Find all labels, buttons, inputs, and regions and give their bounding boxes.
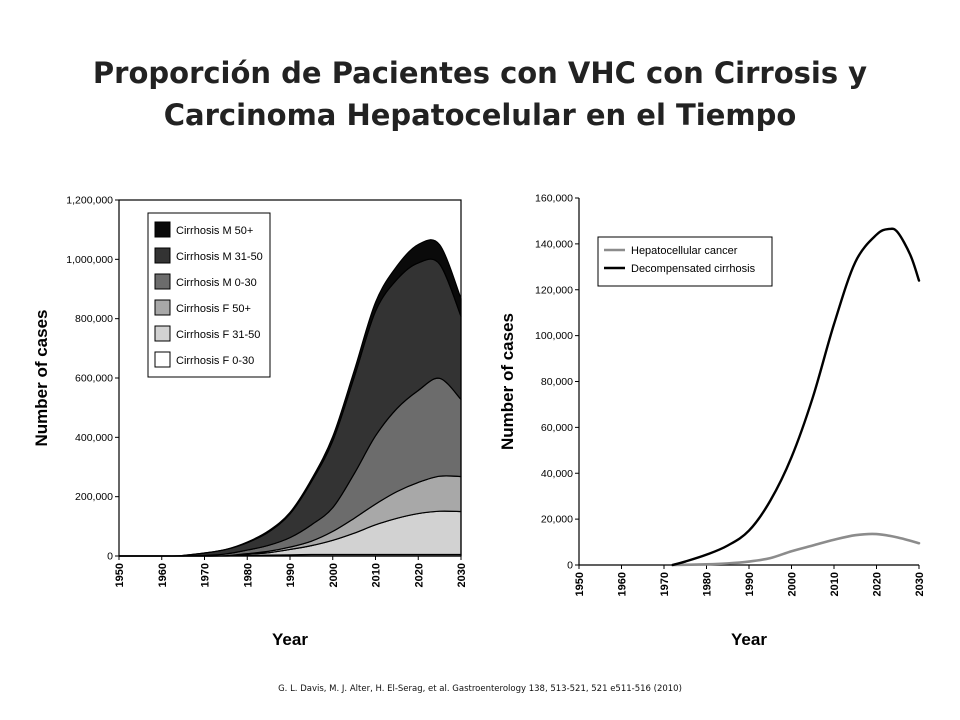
legend-label: Decompensated cirrhosis (631, 263, 756, 275)
y-tick-label: 20,000 (541, 514, 573, 526)
y-tick-label: 1,000,000 (66, 254, 113, 266)
legend-label: Cirrhosis F 0-30 (176, 355, 254, 367)
x-tick-label: 1960 (157, 563, 169, 587)
legend-label: Hepatocellular cancer (631, 245, 738, 257)
y-tick-label: 600,000 (75, 373, 113, 385)
y-axis-title: Number of cases (32, 310, 51, 447)
legend-swatch (154, 351, 171, 368)
y-tick-label: 400,000 (75, 432, 113, 444)
x-axis-title: Year (272, 630, 308, 649)
y-tick-label: 200,000 (75, 491, 113, 503)
legend-label: Cirrhosis F 31-50 (176, 329, 260, 341)
x-tick-label: 2000 (787, 572, 799, 596)
legend: Hepatocellular cancer Decompensated cirrh… (597, 236, 773, 287)
hcc-decompensated-line-chart: 0 20,000 40,000 60,000 80,000 100,000 120,000 1… (498, 193, 926, 650)
x-tick-label: 2010 (829, 572, 841, 596)
y-tick-label: 0 (107, 551, 113, 563)
legend: Cirrhosis M 50+ Cirrhosis M 31-50 Cirrhosi… (147, 212, 271, 378)
x-tick-label: 1960 (617, 572, 629, 596)
y-tick-label: 800,000 (75, 313, 113, 325)
y-axis-title: Number of cases (498, 313, 517, 450)
series-line-decompensated-cirrhosis (671, 227, 921, 567)
legend-label: Cirrhosis M 31-50 (176, 251, 263, 263)
x-tick-label: 2020 (413, 563, 425, 587)
x-tick-label: 2010 (371, 563, 383, 587)
y-tick-label: 80,000 (541, 376, 573, 388)
legend-label: Cirrhosis M 50+ (176, 225, 253, 237)
slide-title-line-1: Proporción de Pacientes con VHC con Cirr… (92, 56, 868, 90)
x-axis-title: Year (731, 630, 767, 649)
slide-title-line-2: Carcinoma Hepatocelular en el Tiempo (163, 98, 797, 132)
legend-swatch (154, 325, 171, 342)
y-tick-label: 60,000 (541, 422, 573, 434)
legend-swatch (154, 221, 171, 238)
x-tick-label: 1990 (744, 572, 756, 596)
y-tick-label: 100,000 (535, 330, 573, 342)
legend-label: Cirrhosis M 0-30 (176, 277, 257, 289)
legend-swatch (154, 299, 171, 316)
y-tick-label: 140,000 (535, 238, 573, 250)
y-tick-label: 1,200,000 (66, 195, 113, 207)
x-tick-label: 1980 (702, 572, 714, 596)
legend-box (597, 236, 773, 287)
y-tick-label: 0 (567, 560, 573, 572)
x-tick-label: 1950 (114, 563, 126, 587)
y-tick-label: 160,000 (535, 193, 573, 205)
x-tick-label: 2020 (872, 572, 884, 596)
x-tick-label: 1970 (659, 572, 671, 596)
citation: G. L. Davis, M. J. Alter, H. El-Serag, e… (278, 684, 682, 694)
legend-swatch (154, 247, 171, 264)
plot-frame (118, 199, 462, 557)
legend-swatch (154, 273, 171, 290)
y-tick-label: 40,000 (541, 468, 573, 480)
legend-box (147, 212, 271, 378)
x-tick-label: 2000 (328, 563, 340, 587)
slide-title: Proporción de Pacientes con VHC con Cirr… (0, 52, 960, 136)
cirrhosis-area-chart: 0 200,000 400,000 600,000 800,000 1,000,000 1,… (32, 195, 468, 650)
x-tick-label: 1980 (242, 563, 254, 587)
x-tick-label: 1950 (574, 572, 586, 596)
x-tick-label: 2030 (456, 563, 468, 587)
x-tick-label: 2030 (914, 572, 926, 596)
series-line-hepatocellular-cancer (671, 532, 921, 567)
y-tick-label: 120,000 (535, 284, 573, 296)
x-tick-label: 1990 (285, 563, 297, 587)
x-tick-label: 1970 (200, 563, 212, 587)
legend-label: Cirrhosis F 50+ (176, 303, 251, 315)
